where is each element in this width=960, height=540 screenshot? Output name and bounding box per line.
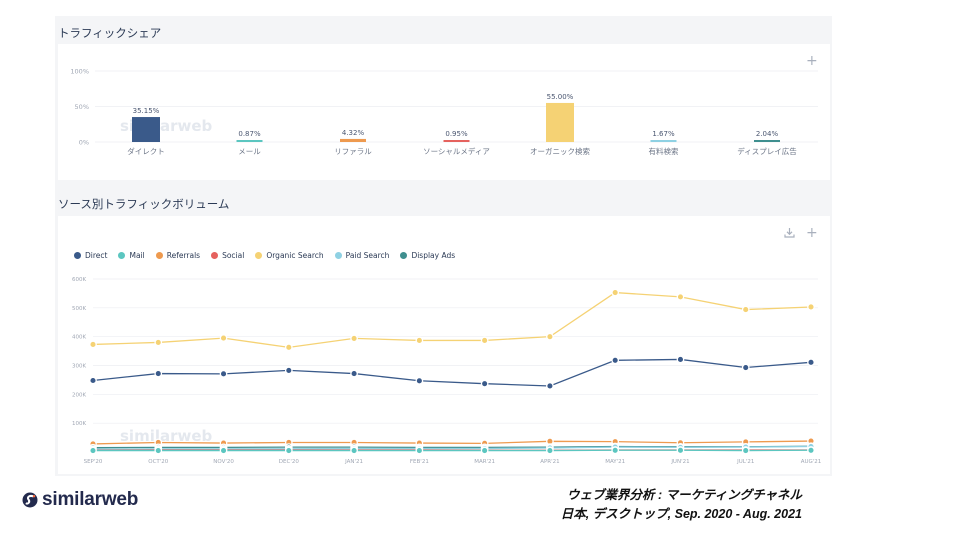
legend-label: Mail xyxy=(129,251,145,260)
traffic-share-title: トラフィックシェア xyxy=(58,26,162,40)
similarweb-logo: similarweb xyxy=(22,489,138,511)
legend-item[interactable]: Paid Search xyxy=(334,251,390,260)
similarweb-logo-icon xyxy=(22,492,38,508)
legend-dot-icon xyxy=(211,252,219,259)
legend-dot-icon xyxy=(255,252,263,259)
legend-item[interactable]: Display Ads xyxy=(400,251,455,260)
legend-dot-icon xyxy=(334,252,342,259)
similarweb-logo-text: similarweb xyxy=(42,489,139,510)
legend-label: Display Ads xyxy=(411,251,456,260)
download-icon[interactable] xyxy=(784,227,795,238)
legend-label: Organic Search xyxy=(266,251,324,260)
chart-legend: Direct Mail Referrals Social Organic Search P… xyxy=(74,251,455,260)
traffic-share-card: + xyxy=(58,44,830,180)
legend-dot-icon xyxy=(400,252,408,259)
add-icon[interactable]: + xyxy=(806,53,818,69)
legend-item[interactable]: Mail xyxy=(118,251,145,260)
legend-dot-icon xyxy=(118,252,126,259)
legend-item[interactable]: Organic Search xyxy=(255,251,324,260)
legend-dot-icon xyxy=(74,252,81,259)
legend-item[interactable]: Social xyxy=(211,251,244,260)
legend-label: Paid Search xyxy=(345,251,390,260)
legend-dot-icon xyxy=(155,252,163,259)
add-icon[interactable]: + xyxy=(806,225,818,241)
legend-label: Referrals xyxy=(166,251,201,260)
traffic-volume-title: ソース別トラフィックボリューム xyxy=(58,197,230,211)
legend-label: Direct xyxy=(85,251,108,260)
footer-subtitle: 日本, デスクトップ, Sep. 2020 - Aug. 2021 xyxy=(560,507,802,521)
legend-label: Social xyxy=(222,251,245,260)
footer-title: ウェブ業界分析 : マーケティングチャネル xyxy=(567,488,802,502)
legend-item[interactable]: Direct xyxy=(74,251,107,260)
legend-item[interactable]: Referrals xyxy=(155,251,201,260)
